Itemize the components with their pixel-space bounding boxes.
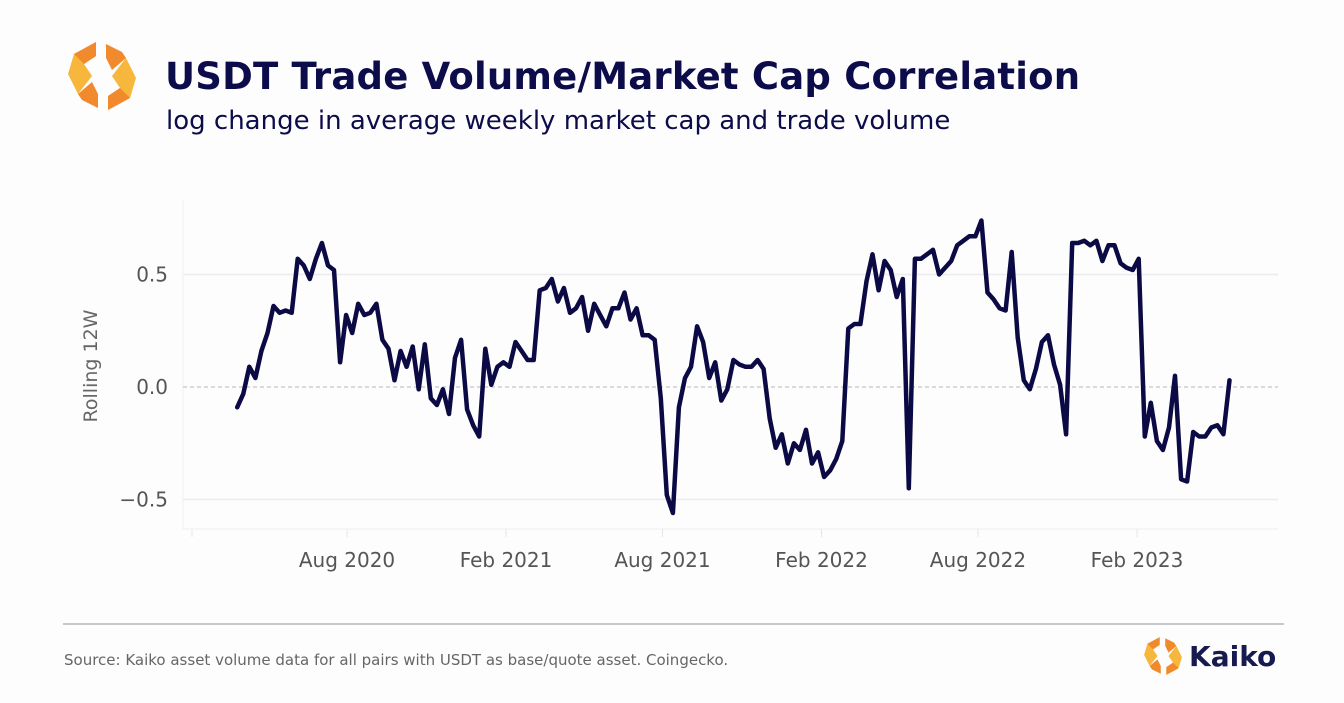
y-tick-label: 0.0 <box>136 375 168 399</box>
y-tick-label: 0.5 <box>136 263 168 287</box>
x-tick-label: Aug 2021 <box>614 548 710 572</box>
x-tick-label: Feb 2021 <box>460 548 553 572</box>
chart-subtitle: log change in average weekly market cap … <box>166 106 951 136</box>
x-ticks: Aug 2020 Feb 2021 Aug 2021 Feb 2022 Aug 2022… <box>191 529 1184 572</box>
footer-divider <box>63 623 1284 625</box>
y-tick-label: −0.5 <box>119 488 168 512</box>
x-tick-label: Aug 2022 <box>930 548 1026 572</box>
chart-title: USDT Trade Volume/Market Cap Correlation <box>165 55 1081 98</box>
kaiko-logo-icon <box>68 42 136 110</box>
brand-name: Kaiko <box>1189 639 1277 673</box>
x-tick-label: Feb 2022 <box>775 548 868 572</box>
kaiko-brand-icon <box>1144 637 1182 675</box>
series-group <box>234 218 1232 516</box>
x-tick-label: Aug 2020 <box>299 548 395 572</box>
y-axis-label: Rolling 12W <box>80 309 102 422</box>
y-ticks: 0.5 0.0 −0.5 <box>119 263 168 512</box>
x-tick-label: Feb 2023 <box>1091 548 1184 572</box>
footer-brand: Kaiko <box>1143 636 1276 676</box>
source-note: Source: Kaiko asset volume data for all … <box>64 651 729 669</box>
grid-lines <box>183 273 1278 501</box>
